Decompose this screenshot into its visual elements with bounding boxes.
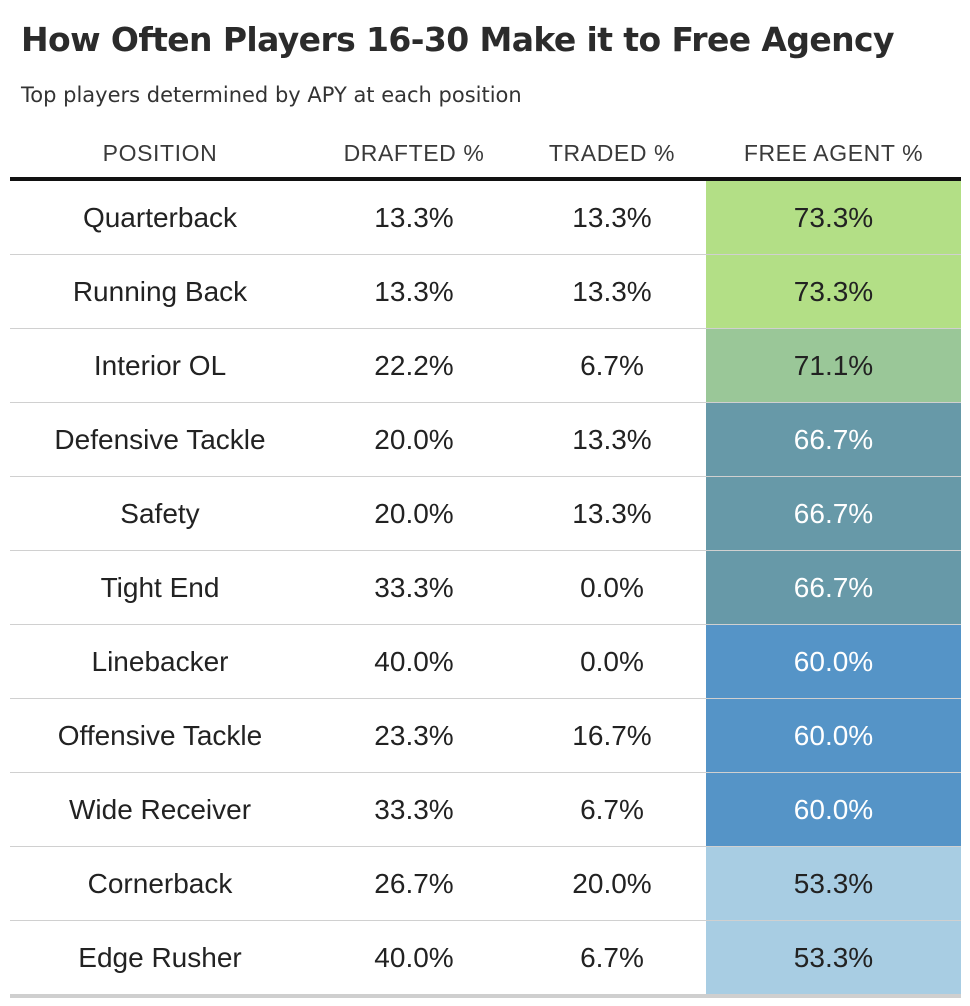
drafted-cell: 40.0% — [310, 920, 518, 998]
drafted-cell: 13.3% — [310, 254, 518, 329]
header-row: POSITION DRAFTED % TRADED % FREE AGENT % — [10, 130, 961, 181]
table-row: Offensive Tackle 23.3% 16.7% 60.0% — [10, 698, 961, 773]
position-cell: Linebacker — [10, 624, 310, 699]
table-row: Safety 20.0% 13.3% 66.7% — [10, 476, 961, 551]
traded-cell: 20.0% — [518, 846, 706, 921]
table-row: Cornerback 26.7% 20.0% 53.3% — [10, 846, 961, 921]
traded-cell: 13.3% — [518, 402, 706, 477]
free-agent-cell: 60.0% — [706, 772, 961, 847]
chart-title: How Often Players 16-30 Make it to Free … — [21, 20, 895, 59]
free-agent-cell: 71.1% — [706, 328, 961, 403]
column-header-free-agent: FREE AGENT % — [706, 130, 961, 181]
free-agent-cell: 53.3% — [706, 920, 961, 998]
free-agent-cell: 66.7% — [706, 550, 961, 625]
position-cell: Interior OL — [10, 328, 310, 403]
table-row: Wide Receiver 33.3% 6.7% 60.0% — [10, 772, 961, 847]
position-cell: Quarterback — [10, 179, 310, 255]
table-body: Quarterback 13.3% 13.3% 73.3% Running Back 13… — [10, 179, 961, 998]
position-cell: Offensive Tackle — [10, 698, 310, 773]
free-agent-cell: 53.3% — [706, 846, 961, 921]
position-cell: Edge Rusher — [10, 920, 310, 998]
column-header-position: POSITION — [10, 130, 310, 181]
position-cell: Tight End — [10, 550, 310, 625]
table-row: Edge Rusher 40.0% 6.7% 53.3% — [10, 920, 961, 998]
column-header-drafted: DRAFTED % — [310, 130, 518, 181]
drafted-cell: 23.3% — [310, 698, 518, 773]
position-cell: Running Back — [10, 254, 310, 329]
drafted-cell: 13.3% — [310, 179, 518, 255]
drafted-cell: 20.0% — [310, 402, 518, 477]
position-cell: Safety — [10, 476, 310, 551]
traded-cell: 6.7% — [518, 772, 706, 847]
free-agent-cell: 66.7% — [706, 476, 961, 551]
position-cell: Wide Receiver — [10, 772, 310, 847]
traded-cell: 0.0% — [518, 550, 706, 625]
chart-subtitle: Top players determined by APY at each po… — [21, 83, 522, 107]
drafted-cell: 22.2% — [310, 328, 518, 403]
traded-cell: 13.3% — [518, 254, 706, 329]
position-cell: Cornerback — [10, 846, 310, 921]
table-row: Interior OL 22.2% 6.7% 71.1% — [10, 328, 961, 403]
traded-cell: 16.7% — [518, 698, 706, 773]
drafted-cell: 40.0% — [310, 624, 518, 699]
table-row: Linebacker 40.0% 0.0% 60.0% — [10, 624, 961, 699]
drafted-cell: 20.0% — [310, 476, 518, 551]
table-row: Defensive Tackle 20.0% 13.3% 66.7% — [10, 402, 961, 477]
column-header-traded: TRADED % — [518, 130, 706, 181]
traded-cell: 0.0% — [518, 624, 706, 699]
traded-cell: 6.7% — [518, 920, 706, 998]
free-agent-cell: 60.0% — [706, 698, 961, 773]
free-agency-table: POSITION DRAFTED % TRADED % FREE AGENT %… — [10, 130, 961, 998]
traded-cell: 13.3% — [518, 476, 706, 551]
traded-cell: 13.3% — [518, 179, 706, 255]
position-cell: Defensive Tackle — [10, 402, 310, 477]
traded-cell: 6.7% — [518, 328, 706, 403]
free-agent-cell: 73.3% — [706, 254, 961, 329]
drafted-cell: 26.7% — [310, 846, 518, 921]
drafted-cell: 33.3% — [310, 772, 518, 847]
free-agent-cell: 60.0% — [706, 624, 961, 699]
table-row: Tight End 33.3% 0.0% 66.7% — [10, 550, 961, 625]
table-row: Running Back 13.3% 13.3% 73.3% — [10, 254, 961, 329]
table-row: Quarterback 13.3% 13.3% 73.3% — [10, 179, 961, 255]
drafted-cell: 33.3% — [310, 550, 518, 625]
free-agent-cell: 66.7% — [706, 402, 961, 477]
free-agent-cell: 73.3% — [706, 179, 961, 255]
